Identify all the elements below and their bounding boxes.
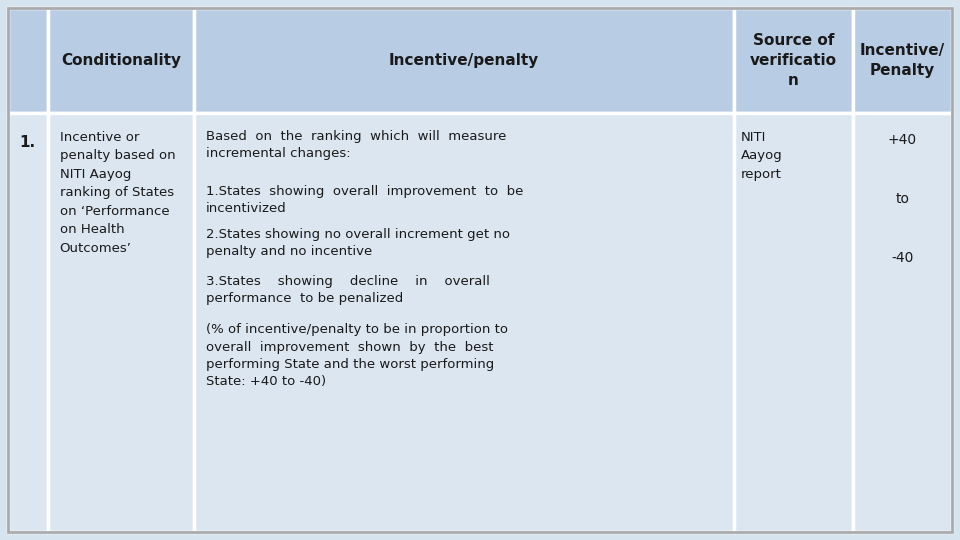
Bar [734, 113, 852, 532]
Bar [194, 113, 734, 532]
Text: (% of incentive/penalty to be in proportion to
overall  improvement  shown  by  : (% of incentive/penalty to be in proport… [206, 323, 508, 388]
Bar [194, 8, 734, 113]
Text: 2.States showing no overall increment get no
penalty and no incentive: 2.States showing no overall increment ge… [206, 228, 510, 259]
Bar [48, 8, 194, 113]
Bar [8, 113, 48, 532]
Text: Source of
verificatio
n: Source of verificatio n [750, 33, 837, 88]
Bar [48, 113, 194, 532]
Text: Incentive/penalty: Incentive/penalty [389, 53, 540, 68]
Text: Incentive or
penalty based on
NITI Aayog
ranking of States
on ‘Performance
on He: Incentive or penalty based on NITI Aayog… [60, 131, 176, 255]
Bar [734, 8, 852, 113]
Bar [852, 8, 952, 113]
Bar [8, 8, 48, 113]
Text: Conditionality: Conditionality [60, 53, 180, 68]
Bar [852, 113, 952, 532]
Text: +40

to

-40: +40 to -40 [888, 133, 917, 265]
Text: Based  on  the  ranking  which  will  measure
incremental changes:: Based on the ranking which will measure … [206, 130, 506, 160]
Text: 1.States  showing  overall  improvement  to  be
incentivized: 1.States showing overall improvement to … [206, 185, 523, 215]
Text: Incentive/
Penalty: Incentive/ Penalty [860, 43, 945, 78]
Text: NITI
Aayog
report: NITI Aayog report [741, 131, 783, 181]
Text: 1.: 1. [20, 135, 36, 150]
Text: 3.States    showing    decline    in    overall
performance  to be penalized: 3.States showing decline in overall perf… [206, 275, 490, 306]
